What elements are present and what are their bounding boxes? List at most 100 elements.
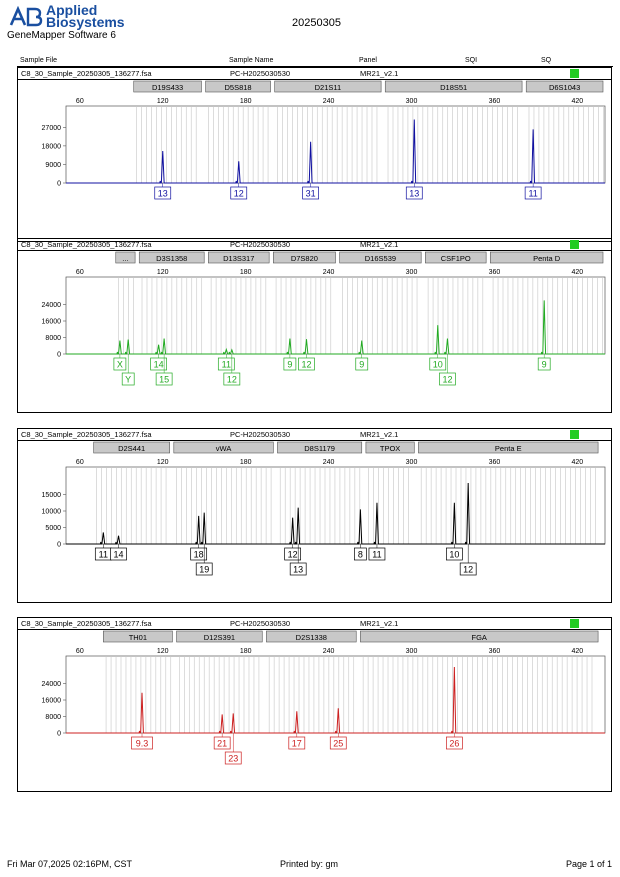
y-tick-label: 5000 (45, 525, 61, 532)
report-header: Applied Biosystems GeneMapper Software 6… (0, 0, 620, 50)
allele-call-box (154, 186, 172, 200)
x-tick-label: 60 (76, 269, 84, 276)
allele-call-box (150, 357, 167, 371)
col-sqi: SQI (465, 57, 478, 64)
allele-call-box (230, 186, 248, 200)
locus-bar (205, 80, 271, 93)
locus-label: D3S1358 (156, 254, 187, 263)
sample-panel: MR21_v2.1 (360, 69, 399, 78)
allele-call-box (355, 357, 369, 371)
allele-call-label: 9.3 (136, 739, 149, 749)
footer-page: Page 1 of 1 (566, 859, 613, 869)
panel-sample-row: C8_30_Sample_20250305_136277.fsa PC-H2025… (18, 429, 611, 441)
allele-call-box (446, 547, 463, 561)
sample-panel: MR21_v2.1 (360, 619, 399, 628)
x-tick-label: 420 (572, 459, 584, 466)
x-tick-label: 300 (406, 98, 418, 105)
allele-call-label: 11 (372, 550, 381, 560)
col-panel: Panel (359, 57, 377, 64)
sample-panel: MR21_v2.1 (360, 240, 399, 249)
software-name: GeneMapper Software 6 (7, 30, 116, 41)
x-tick-label: 300 (406, 269, 418, 276)
x-tick-label: 360 (489, 648, 501, 655)
allele-call-label: Y (125, 375, 131, 385)
allele-call-label: 21 (217, 739, 227, 749)
quality-indicator (570, 240, 579, 249)
y-tick-label: 0 (57, 352, 61, 359)
brand-name: Applied Biosystems (46, 3, 125, 29)
sample-name: PC-H2025030530 (230, 430, 291, 439)
locus-label: FGA (472, 633, 487, 642)
column-header-row: Sample File Sample Name Panel SQI SQ (17, 56, 613, 67)
locus-label: ... (122, 254, 128, 263)
electropherogram-panel: C8_30_Sample_20250305_136277.fsa PC-H2025… (17, 617, 612, 792)
electropherogram-panel: C8_30_Sample_20250305_136277.fsa PC-H2025… (17, 238, 612, 413)
ab-logo-icon (8, 6, 44, 28)
quality-indicator (570, 619, 579, 628)
electropherogram-chart: D2S441 vWA D8S1179 TPOX Penta E60 120 180 240 30… (42, 441, 606, 576)
y-tick-label: 0 (57, 731, 61, 738)
x-tick-label: 120 (157, 269, 169, 276)
x-tick-label: 240 (323, 459, 335, 466)
allele-call-label: 11 (528, 189, 537, 199)
allele-call-box (155, 372, 173, 386)
allele-call-label: 18 (194, 550, 204, 560)
electropherogram-chart: TH01 D12S391 D2S1338 FGA 60 120 180 240 300 360 42… (42, 630, 606, 765)
locus-label: Penta D (533, 254, 561, 263)
x-tick-label: 180 (240, 459, 252, 466)
col-sq: SQ (541, 57, 552, 64)
locus-bar (93, 441, 170, 454)
locus-label: TPOX (380, 444, 400, 453)
x-tick-label: 180 (240, 269, 252, 276)
allele-call-label: 12 (301, 360, 311, 370)
allele-call-label: 11 (222, 360, 231, 370)
allele-call-box (537, 357, 551, 371)
y-tick-label: 8000 (45, 335, 61, 342)
quality-indicator (570, 69, 579, 78)
allele-call-box (405, 186, 423, 200)
x-tick-label: 180 (240, 648, 252, 655)
allele-call-label: 9 (359, 360, 364, 370)
allele-call-box (195, 562, 213, 576)
allele-call-label: 14 (114, 550, 124, 560)
allele-call-label: 23 (228, 754, 238, 764)
locus-bar (365, 441, 415, 454)
locus-label: D2S1338 (296, 633, 327, 642)
x-tick-label: 360 (489, 269, 501, 276)
allele-call-label: 26 (449, 739, 459, 749)
locus-bar (274, 80, 382, 93)
locus-label: D6S1043 (549, 83, 580, 92)
plot-area (65, 105, 606, 184)
locus-label: D19S433 (152, 83, 183, 92)
allele-call-label: 14 (154, 360, 164, 370)
locus-label: D18S51 (440, 83, 467, 92)
locus-bar (103, 630, 173, 643)
allele-call-box (459, 562, 477, 576)
y-tick-label: 0 (57, 181, 61, 188)
allele-call-box (439, 372, 456, 386)
electropherogram-chart: ... D3S1358 D13S317 D7S820 D16S539 CSF1PO Pent… (42, 251, 606, 386)
locus-bar (489, 251, 604, 264)
x-tick-label: 420 (572, 648, 584, 655)
allele-call-label: 9 (287, 360, 292, 370)
allele-call-label: X (117, 360, 123, 370)
x-tick-label: 240 (323, 98, 335, 105)
allele-call-box (368, 547, 386, 561)
x-tick-label: 420 (572, 98, 584, 105)
y-tick-label: 18000 (42, 143, 62, 150)
plot-area (65, 466, 606, 545)
locus-bar (525, 80, 604, 93)
footer-timestamp: Fri Mar 07,2025 02:16PM, CST (7, 859, 133, 869)
allele-call-box (224, 751, 242, 765)
locus-bar (176, 630, 263, 643)
locus-bar (133, 80, 202, 93)
panel-sample-row: C8_30_Sample_20250305_136277.fsa PC-H2025… (18, 618, 611, 630)
y-tick-label: 16000 (42, 698, 62, 705)
allele-call-box (110, 547, 127, 561)
allele-call-label: 13 (409, 189, 419, 199)
locus-label: D5S818 (225, 83, 252, 92)
x-tick-label: 180 (240, 98, 252, 105)
x-tick-label: 120 (157, 459, 169, 466)
allele-call-box (329, 736, 347, 750)
plot-area (65, 655, 606, 734)
